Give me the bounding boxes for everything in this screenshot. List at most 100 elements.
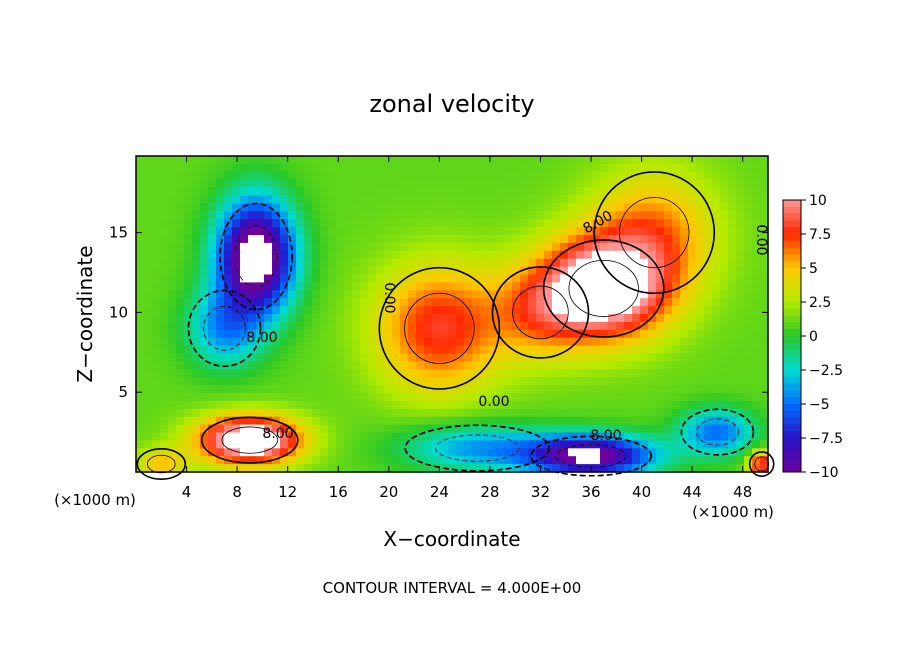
- field-cell: [152, 242, 161, 252]
- x-tick-label: 48: [733, 483, 752, 501]
- field-cell: [480, 424, 489, 434]
- field-cell: [296, 314, 305, 323]
- field-cell: [704, 377, 713, 386]
- field-cell: [736, 227, 745, 236]
- field-cell: [528, 440, 537, 449]
- field-cell: [312, 337, 321, 347]
- field-cell: [504, 266, 513, 276]
- field-cell: [192, 219, 201, 228]
- field-cell: [648, 408, 657, 418]
- field-cell: [368, 195, 377, 204]
- field-cell: [688, 282, 697, 291]
- field-cell: [672, 448, 681, 457]
- field-cell: [712, 361, 721, 370]
- field-cell: [208, 432, 217, 441]
- field-cell: [456, 464, 465, 473]
- field-cell: [432, 163, 441, 173]
- field-cell: [264, 163, 273, 173]
- field-cell: [536, 416, 545, 426]
- field-cell: [648, 219, 657, 228]
- field-cell: [688, 179, 697, 189]
- field-cell: [712, 290, 721, 299]
- field-cell: [168, 306, 177, 315]
- field-cell: [464, 306, 473, 315]
- field-cell: [248, 361, 257, 370]
- field-cell: [280, 448, 289, 457]
- field-cell: [352, 345, 361, 355]
- field-cell: [760, 416, 769, 426]
- field-cell: [304, 250, 313, 260]
- field-cell: [600, 156, 609, 165]
- field-cell: [312, 432, 321, 441]
- field-cell: [576, 314, 585, 323]
- field-cell: [400, 242, 409, 252]
- field-cell: [208, 298, 217, 307]
- field-cell: [264, 242, 273, 252]
- field-cell: [544, 314, 553, 323]
- field-cell: [256, 314, 265, 323]
- field-cell: [280, 235, 289, 244]
- field-cell: [712, 408, 721, 418]
- field-cell: [376, 187, 385, 197]
- field-cell: [464, 361, 473, 370]
- field-cell: [632, 408, 641, 418]
- field-cell: [192, 464, 201, 473]
- field-cell: [480, 448, 489, 457]
- field-cell: [752, 314, 761, 323]
- field-cell: [336, 235, 345, 244]
- field-cell: [488, 416, 497, 426]
- field-cell: [432, 171, 441, 181]
- field-cell: [680, 250, 689, 260]
- field-cell: [560, 266, 569, 276]
- field-cell: [168, 353, 177, 362]
- field-cell: [328, 432, 337, 441]
- field-cell: [584, 369, 593, 378]
- field-cell: [736, 416, 745, 426]
- field-cell: [384, 361, 393, 370]
- field-cell: [208, 163, 217, 173]
- field-cell: [304, 266, 313, 276]
- field-cell: [520, 448, 529, 457]
- field-cell: [320, 187, 329, 197]
- field-cell: [144, 227, 153, 236]
- field-cell: [312, 353, 321, 362]
- field-cell: [344, 408, 353, 418]
- field-cell: [344, 250, 353, 260]
- field-cell: [672, 464, 681, 473]
- field-cell: [520, 321, 529, 331]
- field-cell: [504, 211, 513, 220]
- field-cell: [632, 353, 641, 362]
- field-cell: [632, 456, 641, 465]
- field-cell: [400, 203, 409, 212]
- field-cell: [760, 242, 769, 252]
- field-cell: [336, 361, 345, 370]
- field-cell: [560, 432, 569, 441]
- field-cell: [200, 329, 209, 339]
- field-cell: [648, 353, 657, 362]
- field-cell: [176, 306, 185, 315]
- field-cell: [208, 377, 217, 386]
- field-cell: [256, 195, 265, 204]
- field-cell: [688, 250, 697, 260]
- field-cell: [448, 203, 457, 212]
- field-cell: [192, 282, 201, 291]
- field-cell: [296, 171, 305, 181]
- field-cell: [512, 314, 521, 323]
- contour-positive: [542, 239, 665, 338]
- field-cell: [144, 393, 153, 402]
- field-cell: [296, 456, 305, 465]
- field-cell: [528, 203, 537, 212]
- field-cell: [184, 306, 193, 315]
- field-cell: [552, 227, 561, 236]
- field-cell: [568, 377, 577, 386]
- field-cell: [672, 211, 681, 220]
- field-cell: [176, 219, 185, 228]
- field-cell: [584, 163, 593, 173]
- field-cell: [576, 298, 585, 307]
- field-cell: [264, 219, 273, 228]
- field-cell: [704, 361, 713, 370]
- field-cell: [648, 163, 657, 173]
- colorbar-swatch: [783, 438, 801, 446]
- colorbar-swatch: [783, 410, 801, 419]
- colorbar-swatch: [783, 444, 801, 453]
